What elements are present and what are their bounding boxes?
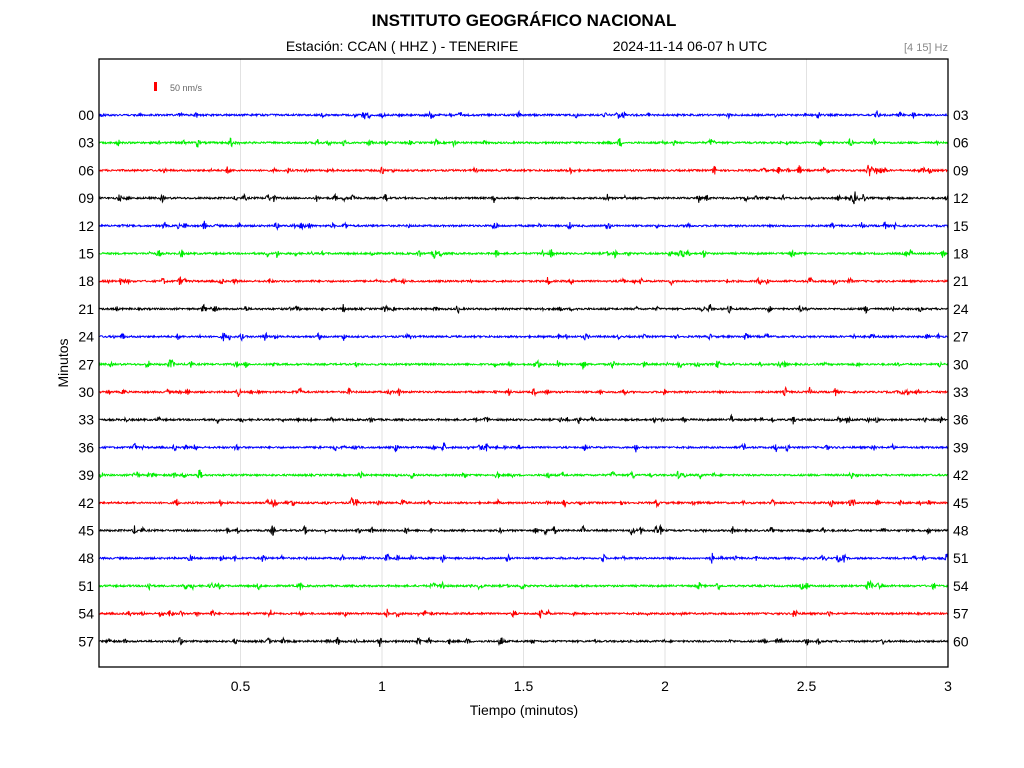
seismic-trace-48 (98, 552, 949, 564)
seismic-trace-00 (98, 109, 949, 120)
seismic-trace-42 (98, 496, 949, 509)
right-hour-label: 54 (953, 578, 969, 594)
seismic-trace-03 (98, 137, 949, 149)
chart-title: INSTITUTO GEOGRÁFICO NACIONAL (372, 11, 677, 30)
plot-frame (98, 58, 949, 668)
x-tick-label: 1.5 (514, 678, 534, 694)
seismic-trace-06 (98, 164, 949, 177)
seismic-trace-57 (98, 636, 949, 647)
right-hour-label: 57 (953, 606, 969, 622)
left-hour-label: 03 (78, 135, 94, 151)
left-hour-label: 18 (78, 273, 94, 289)
left-hour-label: 39 (78, 467, 94, 483)
seismic-trace-30 (98, 385, 949, 398)
y-axis-label: Minutos (55, 338, 71, 387)
right-hour-label: 39 (953, 439, 969, 455)
seismic-trace-09 (98, 191, 949, 205)
left-hour-label: 15 (78, 246, 94, 262)
right-hour-label: 60 (953, 633, 969, 649)
right-hour-label: 42 (953, 467, 969, 483)
seismic-trace-39 (98, 469, 949, 480)
right-hour-label: 18 (953, 246, 969, 262)
seismic-trace-51 (98, 579, 949, 592)
left-hour-label: 48 (78, 550, 94, 566)
seismic-trace-27 (98, 359, 948, 370)
right-hour-label: 45 (953, 495, 969, 511)
x-axis-label: Tiempo (minutos) (470, 702, 578, 718)
left-hour-label: 33 (78, 412, 94, 428)
right-hour-label: 21 (953, 273, 969, 289)
right-hour-label: 12 (953, 190, 969, 206)
right-hour-label: 33 (953, 384, 969, 400)
station-subtitle: Estación: CCAN ( HHZ ) - TENERIFE (286, 38, 518, 54)
left-hour-label: 45 (78, 523, 94, 539)
seismic-trace-54 (98, 608, 949, 619)
left-hour-label: 27 (78, 356, 94, 372)
left-hour-label: 57 (78, 633, 94, 649)
x-tick-label: 1 (378, 678, 386, 694)
left-hour-label: 54 (78, 606, 94, 622)
seismic-trace-12 (98, 220, 949, 231)
left-hour-label: 24 (78, 329, 94, 345)
left-hour-label: 42 (78, 495, 94, 511)
seismic-trace-33 (98, 413, 949, 425)
right-hour-label: 03 (953, 107, 969, 123)
x-tick-label: 3 (944, 678, 952, 694)
right-hour-label: 30 (953, 356, 969, 372)
left-hour-label: 09 (78, 190, 94, 206)
seismic-trace-45 (98, 523, 949, 536)
left-hour-label: 36 (78, 439, 94, 455)
right-hour-label: 15 (953, 218, 969, 234)
right-hour-label: 36 (953, 412, 969, 428)
seismic-trace-15 (98, 248, 949, 259)
right-hour-labels: 03 06 09 12 15 18 21 24 27 30 33 36 39 42 45 48 51 54 57 60 (953, 107, 969, 649)
right-hour-label: 27 (953, 329, 969, 345)
left-hour-label: 51 (78, 578, 94, 594)
right-hour-label: 09 (953, 162, 969, 178)
right-hour-label: 06 (953, 135, 969, 151)
right-hour-label: 24 (953, 301, 969, 317)
scale-bar (154, 82, 157, 91)
seismic-trace-36 (98, 441, 949, 453)
right-hour-label: 51 (953, 550, 969, 566)
seismic-trace-21 (98, 303, 949, 315)
x-tick-label: 2.5 (797, 678, 817, 694)
left-hour-label: 00 (78, 107, 94, 123)
left-hour-label: 06 (78, 162, 94, 178)
scale-bar-label: 50 nm/s (170, 83, 203, 93)
left-hour-label: 30 (78, 384, 94, 400)
left-hour-label: 21 (78, 301, 94, 317)
grid-lines (240, 59, 807, 667)
seismic-trace-18 (98, 276, 948, 287)
x-tick-label: 2 (661, 678, 669, 694)
left-hour-labels: 00 03 06 09 12 15 18 21 24 27 30 33 36 39 42 45 48 51 54 57 (78, 107, 94, 649)
right-hour-label: 48 (953, 523, 969, 539)
traces (98, 109, 949, 647)
left-hour-label: 12 (78, 218, 94, 234)
frequency-band-label: [4 15] Hz (904, 42, 948, 54)
x-tick-labels: 0.5 1 1.5 2 2.5 3 (231, 678, 952, 694)
x-tick-label: 0.5 (231, 678, 251, 694)
datetime-subtitle: 2024-11-14 06-07 h UTC (613, 38, 768, 54)
seismic-trace-24 (98, 331, 949, 342)
